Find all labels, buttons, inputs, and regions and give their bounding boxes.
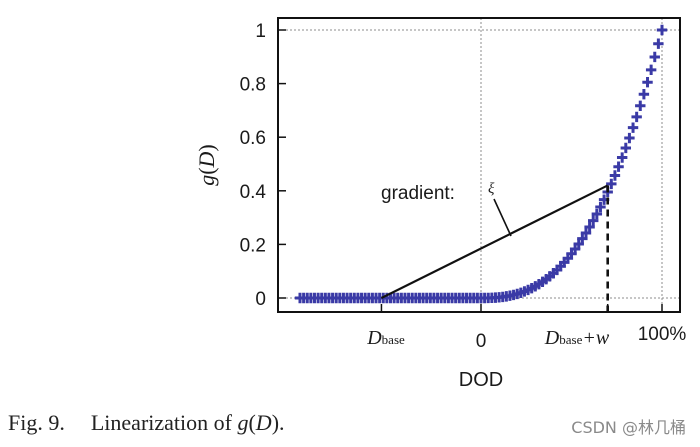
y-tick-label: 0 (255, 289, 266, 310)
data-point (649, 51, 660, 63)
data-point (595, 201, 606, 213)
data-series (294, 24, 668, 304)
data-point (606, 178, 617, 190)
y-tick-label: 1 (255, 21, 266, 42)
data-point (588, 215, 599, 226)
data-point (613, 161, 624, 172)
data-point (584, 221, 595, 233)
data-point (631, 111, 642, 123)
y-axis-ticks: 0 0.2 0.4 0.6 0.8 1 (240, 21, 286, 310)
data-point (635, 100, 646, 111)
caption-fig: Fig. 9. (8, 410, 65, 435)
y-tick-label: 0.6 (240, 128, 266, 149)
figure-caption: Fig. 9. Linearization of g(D). (8, 410, 285, 435)
x-tick-dbase-w: Dbase+w (544, 327, 610, 349)
plot-frame (277, 17, 681, 313)
y-tick-label: 0.8 (240, 75, 266, 96)
caption-text: Linearization of (90, 410, 232, 435)
data-point (580, 227, 592, 239)
data-point (653, 38, 664, 49)
data-point (656, 24, 668, 36)
data-point (620, 142, 631, 154)
data-point (638, 89, 650, 100)
y-axis-label: g(D) (194, 144, 219, 186)
data-point (609, 170, 621, 181)
data-point (616, 152, 628, 163)
x-tick-dbase: Dbase (366, 327, 405, 349)
caption-tail: . (279, 410, 285, 435)
x-tick-hundred: 100% (638, 324, 687, 345)
annotation-label: gradient: (381, 183, 455, 204)
data-point (577, 233, 588, 244)
x-axis-label: DOD (459, 369, 503, 391)
y-tick-label: 0.4 (240, 182, 267, 203)
data-point (645, 64, 657, 76)
gradient-line (380, 184, 609, 299)
data-point (642, 77, 653, 88)
x-axis-ticks (380, 304, 663, 312)
x-tick-zero: 0 (476, 331, 487, 352)
y-tick-label: 0.2 (240, 235, 266, 256)
caption-func: g (237, 410, 249, 435)
watermark: CSDN @林几桶 (571, 418, 686, 437)
data-point (591, 208, 603, 220)
caption-arg: D (255, 410, 272, 435)
annotation-symbol: ξ (488, 181, 495, 197)
data-point (624, 132, 635, 144)
data-point (573, 238, 584, 250)
annotation-leader (493, 198, 512, 237)
data-point (627, 122, 639, 133)
